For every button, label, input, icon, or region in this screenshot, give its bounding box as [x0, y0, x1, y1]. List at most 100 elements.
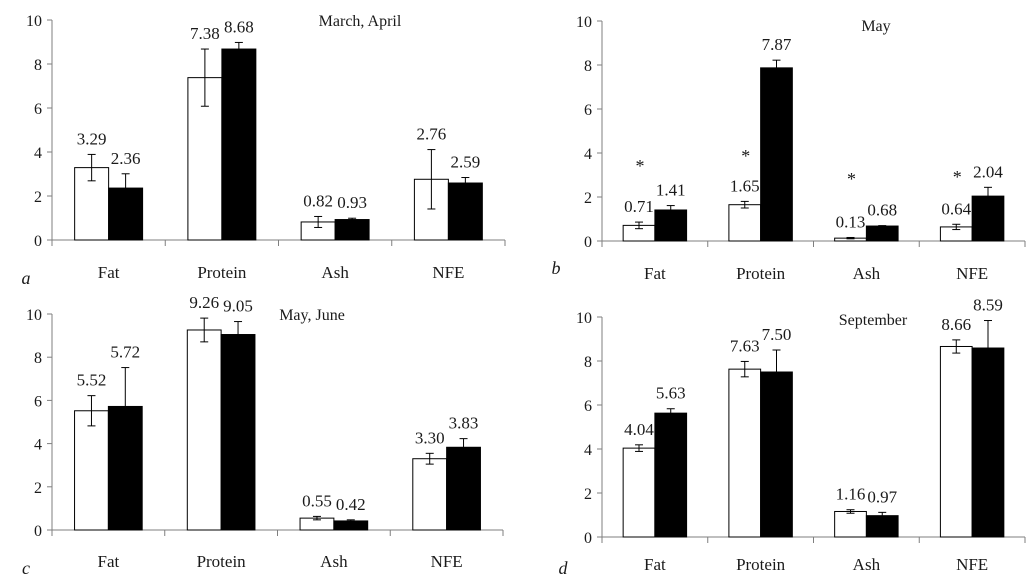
x-tick-label: Fat	[98, 263, 120, 282]
data-label: 9.26	[189, 293, 219, 312]
y-tick-label: 6	[34, 101, 42, 118]
data-label: 7.63	[730, 336, 760, 355]
x-tick-label: Fat	[644, 264, 666, 283]
chart-title: May, June	[279, 307, 345, 324]
x-tick-label: Protein	[736, 264, 786, 283]
y-tick-label: 2	[34, 480, 42, 497]
bar-black	[447, 182, 483, 241]
significance-asterisk: *	[636, 156, 645, 176]
data-label: 0.55	[302, 491, 332, 510]
y-tick-label: 8	[584, 58, 592, 75]
x-tick-label: Protein	[197, 552, 247, 571]
bar-white	[74, 410, 109, 531]
data-label: 0.42	[336, 495, 366, 514]
x-tick-label: Fat	[98, 552, 120, 571]
bar-black	[334, 219, 370, 241]
chart-title: May	[861, 18, 890, 35]
bar-black	[971, 347, 1005, 538]
data-label: 3.29	[77, 129, 107, 148]
x-tick-label: Fat	[644, 555, 666, 574]
panel-label: b	[552, 258, 561, 278]
data-label: 3.30	[415, 428, 445, 447]
y-tick-label: 6	[34, 393, 42, 410]
y-tick-label: 0	[34, 233, 42, 250]
y-tick-label: 4	[584, 442, 592, 459]
bar-white	[728, 368, 762, 538]
bar-black	[654, 209, 688, 242]
data-label: 0.68	[867, 201, 897, 220]
x-tick-label: Ash	[321, 263, 349, 282]
x-tick-label: NFE	[432, 263, 464, 282]
x-tick-label: NFE	[956, 264, 988, 283]
data-label: 5.52	[77, 371, 107, 390]
data-label: 0.13	[836, 212, 866, 231]
chart-title: September	[839, 312, 908, 329]
bar-black	[760, 67, 793, 242]
y-tick-label: 2	[34, 189, 42, 206]
y-tick-label: 10	[576, 310, 592, 327]
bar-white	[186, 329, 222, 531]
y-tick-label: 8	[34, 350, 42, 367]
data-label: 0.82	[303, 191, 333, 210]
data-label: 7.87	[762, 35, 792, 54]
significance-asterisk: *	[847, 169, 856, 189]
data-label: 0.64	[941, 199, 971, 218]
y-tick-label: 0	[584, 530, 592, 547]
y-tick-label: 0	[584, 234, 592, 251]
x-tick-label: Ash	[853, 264, 881, 283]
data-label: 2.36	[111, 149, 141, 168]
data-label: 7.50	[762, 325, 792, 344]
data-label: 7.38	[190, 24, 220, 43]
data-label: 5.72	[110, 343, 140, 362]
y-tick-label: 6	[584, 102, 592, 119]
data-label: 1.65	[730, 176, 760, 195]
bar-white	[728, 204, 762, 242]
bar-white	[834, 510, 867, 538]
x-tick-label: Protein	[736, 555, 786, 574]
y-tick-label: 10	[26, 307, 42, 324]
data-label: 5.63	[656, 384, 686, 403]
bar-black	[446, 446, 481, 531]
data-label: 8.66	[941, 315, 971, 334]
x-tick-label: Ash	[320, 552, 348, 571]
bar-black	[221, 48, 257, 241]
x-tick-label: NFE	[956, 555, 988, 574]
data-label: 0.71	[624, 197, 654, 216]
y-tick-label: 4	[34, 437, 42, 454]
y-tick-label: 10	[576, 14, 592, 31]
x-tick-label: Protein	[197, 263, 247, 282]
data-label: 2.59	[450, 153, 480, 172]
y-tick-label: 10	[26, 13, 42, 30]
significance-asterisk: *	[953, 167, 962, 187]
data-label: 0.93	[337, 193, 367, 212]
y-tick-label: 4	[34, 145, 42, 162]
y-tick-label: 8	[584, 354, 592, 371]
y-tick-label: 4	[584, 146, 592, 163]
panel-label: c	[22, 558, 30, 578]
data-label: 3.83	[449, 414, 479, 433]
chart-title: March, April	[319, 13, 402, 30]
data-label: 0.97	[867, 487, 897, 506]
bar-white	[622, 447, 656, 538]
data-label: 9.05	[223, 297, 253, 316]
bar-black	[865, 225, 899, 242]
y-tick-label: 2	[584, 190, 592, 207]
y-tick-label: 8	[34, 57, 42, 74]
bar-black	[220, 334, 256, 531]
x-tick-label: Ash	[853, 555, 881, 574]
data-label: 4.04	[624, 420, 654, 439]
panel-label: a	[22, 268, 31, 288]
data-label: 1.41	[656, 181, 686, 200]
bar-white	[412, 458, 448, 531]
data-label: 8.59	[973, 296, 1003, 315]
significance-asterisk: *	[741, 146, 750, 166]
y-tick-label: 0	[34, 523, 42, 540]
y-tick-label: 6	[584, 398, 592, 415]
data-label: 1.16	[836, 485, 866, 504]
data-label: 2.04	[973, 162, 1003, 181]
bar-black	[654, 412, 688, 538]
bar-white	[939, 345, 973, 538]
y-tick-label: 2	[584, 486, 592, 503]
bar-black	[760, 371, 793, 538]
